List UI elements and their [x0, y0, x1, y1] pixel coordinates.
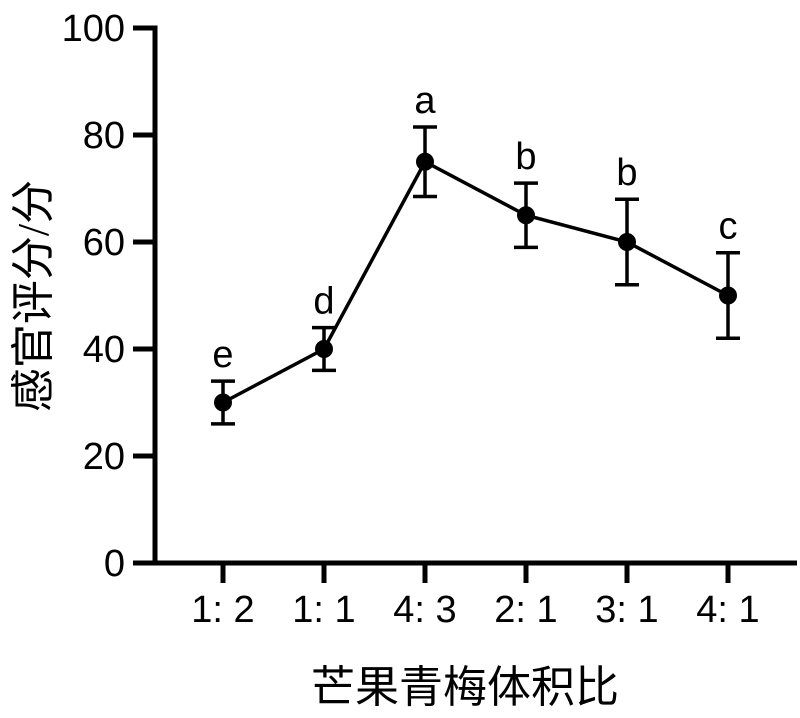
- x-tick-label: 2: 1: [494, 589, 557, 631]
- significance-letter: d: [313, 281, 334, 323]
- significance-letter: b: [616, 152, 637, 194]
- y-tick-label: 0: [104, 543, 125, 585]
- y-tick-label: 40: [83, 329, 125, 371]
- data-point: [517, 206, 535, 225]
- data-point: [416, 152, 434, 171]
- y-tick-label: 100: [62, 8, 125, 50]
- plot-area: 0 20 40 60 80 100 1: 2 1: 1 4: 3 2: 1 3: 1 4: 1 e d a b…: [62, 8, 797, 631]
- significance-letter: a: [414, 80, 436, 122]
- significance-letter: b: [515, 136, 536, 178]
- x-tick-label: 1: 1: [292, 589, 355, 631]
- x-tick-label: 4: 3: [393, 589, 456, 631]
- significance-letter: e: [212, 334, 233, 376]
- x-tick-label: 3: 1: [595, 589, 658, 631]
- x-axis-title: 芒果青梅体积比: [311, 663, 619, 712]
- data-point: [315, 340, 333, 358]
- data-point: [618, 233, 636, 251]
- y-tick-label: 80: [83, 115, 125, 157]
- data-line: [222, 159, 729, 405]
- data-point: [719, 286, 737, 305]
- y-tick-label: 20: [83, 436, 125, 478]
- data-point: [214, 393, 232, 412]
- y-axis-title: 感官评分/分: [9, 180, 58, 412]
- x-tick-label: 1: 2: [191, 589, 254, 631]
- x-tick-label: 4: 1: [696, 589, 759, 631]
- significance-letter: c: [719, 206, 738, 248]
- y-tick-label: 60: [83, 222, 125, 264]
